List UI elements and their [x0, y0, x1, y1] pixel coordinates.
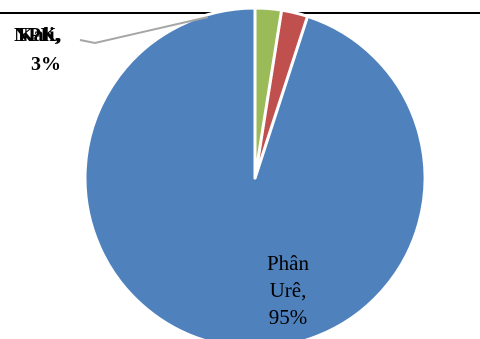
slice-npk [253, 6, 284, 180]
npk-label: NPK, [14, 24, 61, 46]
slice-urea [83, 6, 427, 339]
small-slice-percent-label: 3% [31, 53, 61, 75]
urea-label-line2: Urê, [270, 278, 307, 302]
leader-line [79, 16, 209, 45]
urea-label-line1: Phân [267, 251, 310, 275]
urea-label-line3: 95% [269, 305, 308, 329]
pie-slices [83, 6, 427, 339]
kali-label: Kali, [18, 24, 60, 46]
